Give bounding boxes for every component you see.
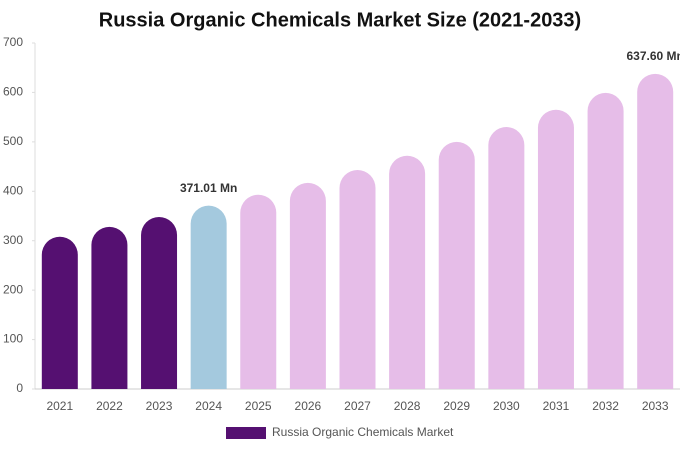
x-tick-label: 2026 <box>295 399 322 413</box>
y-tick-label: 0 <box>16 381 23 395</box>
bar <box>389 155 426 389</box>
bar <box>91 226 128 389</box>
y-tick-label: 300 <box>3 233 23 247</box>
bar <box>190 205 227 389</box>
x-tick-label: 2032 <box>592 399 619 413</box>
bar <box>438 141 475 389</box>
x-tick-label: 2028 <box>394 399 421 413</box>
x-tick-label: 2024 <box>195 399 222 413</box>
bar <box>587 92 624 390</box>
legend-label: Russia Organic Chemicals Market <box>272 425 454 439</box>
bar <box>488 127 525 390</box>
y-tick-label: 700 <box>3 35 23 49</box>
y-tick-label: 600 <box>3 85 23 99</box>
bar <box>41 236 78 389</box>
x-tick-label: 2029 <box>443 399 470 413</box>
x-tick-label: 2030 <box>493 399 520 413</box>
y-tick-label: 500 <box>3 134 23 148</box>
y-tick-label: 100 <box>3 332 23 346</box>
bar <box>637 73 674 389</box>
x-tick-label: 2022 <box>96 399 123 413</box>
x-tick-label: 2033 <box>642 399 669 413</box>
x-tick-label: 2027 <box>344 399 371 413</box>
value-label: 637.60 Mn <box>627 49 680 63</box>
legend-swatch <box>226 427 266 439</box>
x-tick-label: 2025 <box>245 399 272 413</box>
value-label: 371.01 Mn <box>180 181 237 195</box>
bar <box>141 217 178 389</box>
x-tick-label: 2031 <box>543 399 570 413</box>
x-tick-label: 2023 <box>146 399 173 413</box>
bar <box>240 194 277 389</box>
y-tick-label: 200 <box>3 282 23 296</box>
bar <box>339 170 376 389</box>
y-tick-label: 400 <box>3 183 23 197</box>
chart-title: Russia Organic Chemicals Market Size (20… <box>99 9 581 31</box>
x-tick-label: 2021 <box>46 399 73 413</box>
bar <box>537 109 574 389</box>
bar <box>289 182 326 389</box>
